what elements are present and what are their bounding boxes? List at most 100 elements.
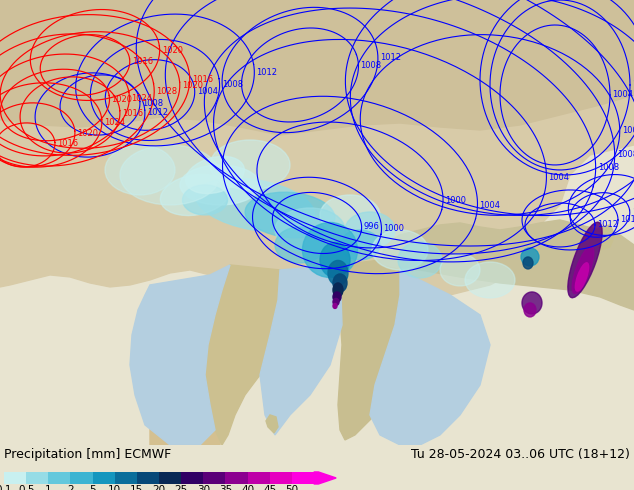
Text: 25: 25	[174, 486, 188, 490]
Ellipse shape	[440, 254, 480, 286]
Bar	[70, 472, 93, 484]
Text: 996: 996	[364, 222, 380, 231]
Ellipse shape	[333, 298, 339, 305]
Text: 1028: 1028	[156, 87, 178, 96]
Text: 45: 45	[263, 486, 276, 490]
Text: 1004: 1004	[197, 87, 217, 96]
Ellipse shape	[333, 292, 341, 302]
Polygon shape	[0, 0, 634, 135]
Bar	[269, 472, 292, 484]
Text: 20: 20	[152, 486, 165, 490]
Text: 1016: 1016	[191, 75, 213, 84]
Text: 1000: 1000	[384, 224, 404, 233]
Ellipse shape	[320, 243, 350, 277]
Text: 1012: 1012	[147, 108, 168, 117]
Text: 1008: 1008	[632, 208, 634, 217]
Text: 10: 10	[108, 486, 121, 490]
Text: 1016: 1016	[620, 216, 634, 224]
Polygon shape	[590, 225, 615, 250]
Polygon shape	[205, 265, 290, 445]
Ellipse shape	[183, 185, 228, 215]
Ellipse shape	[275, 208, 345, 252]
Ellipse shape	[120, 145, 220, 205]
Text: 1004: 1004	[548, 173, 569, 182]
Ellipse shape	[522, 292, 542, 314]
Ellipse shape	[521, 248, 539, 266]
Ellipse shape	[398, 242, 442, 278]
Ellipse shape	[340, 230, 380, 260]
Text: 1008: 1008	[142, 99, 163, 108]
Bar	[292, 472, 314, 484]
Text: Tu 28-05-2024 03..06 UTC (18+12): Tu 28-05-2024 03..06 UTC (18+12)	[411, 448, 630, 461]
Text: 40: 40	[241, 486, 254, 490]
Text: 0.5: 0.5	[18, 486, 34, 490]
Text: 1000: 1000	[445, 196, 466, 205]
Ellipse shape	[186, 156, 244, 194]
Text: 1004: 1004	[622, 126, 634, 135]
Text: 1012: 1012	[597, 220, 618, 229]
Ellipse shape	[345, 212, 395, 248]
Text: 1016: 1016	[57, 139, 78, 148]
Polygon shape	[130, 265, 230, 445]
Bar	[48, 472, 70, 484]
Ellipse shape	[180, 165, 260, 205]
Ellipse shape	[275, 227, 325, 263]
Text: 5: 5	[89, 486, 96, 490]
Ellipse shape	[210, 140, 290, 190]
Polygon shape	[338, 260, 420, 440]
Ellipse shape	[568, 222, 602, 298]
Ellipse shape	[524, 303, 536, 317]
Ellipse shape	[302, 222, 358, 277]
Text: 1024: 1024	[131, 94, 152, 103]
Ellipse shape	[372, 230, 428, 270]
Text: Precipitation [mm] ECMWF: Precipitation [mm] ECMWF	[4, 448, 171, 461]
Bar	[4, 472, 26, 484]
Text: 1012: 1012	[256, 68, 277, 77]
Bar	[181, 472, 204, 484]
Text: 1008: 1008	[598, 163, 619, 172]
Ellipse shape	[196, 178, 314, 232]
Ellipse shape	[573, 246, 594, 294]
Text: 1020: 1020	[112, 96, 133, 104]
Ellipse shape	[328, 261, 348, 286]
Polygon shape	[260, 265, 342, 435]
Ellipse shape	[465, 262, 515, 298]
Text: 1016: 1016	[132, 57, 153, 66]
Text: 1: 1	[45, 486, 51, 490]
Ellipse shape	[523, 257, 533, 269]
Ellipse shape	[575, 263, 588, 291]
Bar	[159, 472, 181, 484]
Bar	[26, 472, 48, 484]
Text: 2: 2	[67, 486, 74, 490]
Text: 1016: 1016	[122, 108, 143, 118]
Bar	[204, 472, 226, 484]
Ellipse shape	[105, 145, 175, 195]
Ellipse shape	[320, 195, 380, 235]
Text: 1008: 1008	[361, 61, 382, 70]
Bar	[93, 472, 115, 484]
Ellipse shape	[160, 174, 230, 216]
Ellipse shape	[333, 274, 347, 292]
Polygon shape	[266, 415, 278, 433]
Text: 0.1: 0.1	[0, 486, 12, 490]
Text: 30: 30	[197, 486, 210, 490]
Text: 1004: 1004	[612, 91, 633, 99]
Text: 1012: 1012	[380, 53, 401, 62]
Text: 1004: 1004	[479, 201, 500, 210]
Text: 50: 50	[285, 486, 299, 490]
Bar	[115, 472, 137, 484]
Ellipse shape	[333, 303, 337, 308]
Text: 35: 35	[219, 486, 232, 490]
Polygon shape	[370, 270, 490, 445]
Bar	[226, 472, 247, 484]
Bar	[137, 472, 159, 484]
Text: 1020: 1020	[77, 128, 98, 138]
Text: 1020: 1020	[162, 46, 183, 55]
Text: 1020: 1020	[182, 81, 203, 90]
Text: 1008: 1008	[222, 80, 243, 90]
Text: 1008: 1008	[617, 149, 634, 159]
Polygon shape	[150, 325, 225, 445]
Text: 1024: 1024	[104, 118, 125, 127]
Polygon shape	[380, 220, 634, 310]
Polygon shape	[0, 0, 634, 305]
